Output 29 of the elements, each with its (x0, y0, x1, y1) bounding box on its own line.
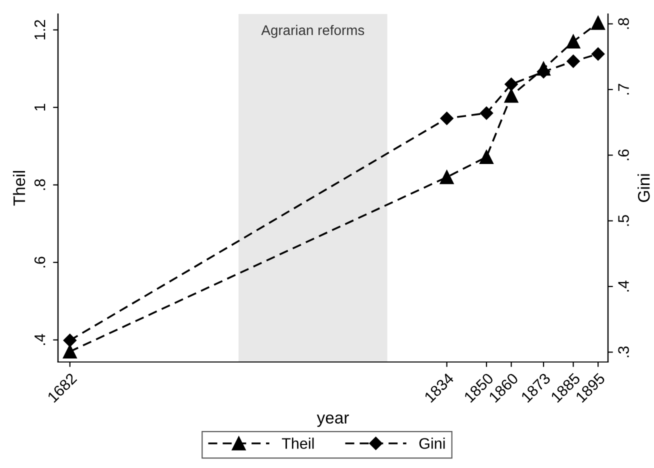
y2-tick-label: .4 (618, 280, 629, 292)
y2-tick-label: .6 (618, 149, 629, 160)
y2-axis-title: Gini (638, 174, 650, 202)
y-tick-label: 1 (34, 104, 46, 110)
point (504, 78, 518, 91)
x-axis-title: year (316, 414, 349, 427)
point (504, 88, 518, 103)
y2-tick-label: .7 (618, 84, 629, 94)
y-tick-label: .8 (34, 179, 46, 190)
point (62, 344, 77, 358)
y-tick-label: .6 (34, 256, 46, 268)
point (591, 16, 606, 30)
point (63, 334, 76, 347)
legend-label: Theil (282, 438, 314, 449)
y-tick-label: 1.2 (34, 20, 46, 40)
y2-tick-label: .5 (618, 215, 629, 226)
y2-tick-label: .8 (618, 18, 629, 29)
point (480, 106, 494, 120)
band-label: Agrarian reforms (261, 24, 364, 38)
y-tick-label: .4 (34, 334, 46, 345)
legend-label: Gini (419, 438, 445, 449)
y-axis-title: Theil (12, 171, 26, 206)
y2-tick-label: .3 (618, 346, 629, 358)
point (566, 34, 580, 48)
point (566, 54, 580, 68)
point (440, 170, 454, 184)
point (440, 112, 454, 125)
point (591, 47, 605, 61)
point (480, 150, 494, 164)
